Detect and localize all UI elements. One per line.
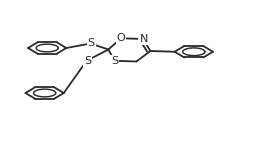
Text: S: S xyxy=(111,56,118,66)
Text: O: O xyxy=(116,33,125,43)
Text: S: S xyxy=(87,38,94,48)
Text: N: N xyxy=(139,34,147,44)
Text: S: S xyxy=(84,56,91,66)
